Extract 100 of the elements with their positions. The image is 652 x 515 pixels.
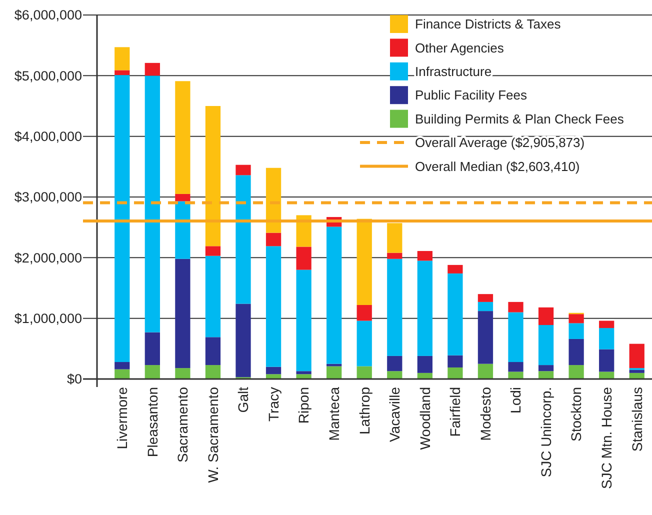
- x-tick-label: Ripon: [296, 387, 312, 424]
- bar: [266, 374, 282, 379]
- bar: [144, 76, 160, 332]
- bar: [205, 337, 221, 366]
- bar: [508, 312, 524, 362]
- bar: [568, 314, 584, 324]
- bar: [478, 302, 494, 312]
- x-tick-label: Pleasanton: [144, 387, 160, 458]
- bar: [356, 304, 372, 321]
- x-tick-label: Livermore: [114, 386, 130, 450]
- bar: [326, 366, 342, 379]
- x-tick-label: Galt: [235, 386, 252, 413]
- bar: [448, 355, 463, 368]
- bar: [568, 323, 584, 339]
- y-tick-label: $4,000,000: [14, 129, 82, 144]
- x-tick-label: Fairfield: [447, 387, 464, 437]
- bar: [326, 226, 342, 364]
- legend-label: Public Facility Fees: [415, 88, 528, 103]
- bar: [205, 106, 221, 246]
- bar: [387, 356, 402, 372]
- bar: [175, 201, 190, 259]
- bar: [175, 258, 190, 368]
- bar: [387, 371, 402, 379]
- x-tick-label: Tracy: [265, 387, 282, 422]
- y-tick-label: $2,000,000: [14, 250, 82, 266]
- bar: [114, 75, 130, 362]
- bar: [266, 246, 282, 367]
- bar: [508, 362, 524, 372]
- bar: [538, 365, 554, 372]
- bar: [296, 371, 312, 374]
- y-tick-label: $5,000,000: [14, 68, 82, 84]
- x-tick-label: Stanislaus: [628, 387, 645, 452]
- bar: [599, 349, 614, 372]
- bar: [236, 304, 251, 378]
- bar: [387, 252, 402, 259]
- x-tick-label: SJC Mtn. House: [598, 386, 614, 489]
- y-tick-label: $6,000,000: [14, 8, 82, 23]
- bar: [236, 175, 251, 304]
- bar: [236, 164, 251, 176]
- bar: [568, 338, 584, 366]
- bar: [296, 374, 312, 379]
- bar: [629, 370, 644, 373]
- y-tick-label: $1,000,000: [14, 311, 82, 326]
- bar: [508, 372, 524, 379]
- bar: [448, 367, 463, 379]
- bar: [599, 372, 614, 379]
- bar: [448, 264, 463, 274]
- bar: [266, 366, 282, 374]
- bar: [417, 372, 432, 379]
- x-tick-label: W. Sacramento: [204, 386, 221, 483]
- x-tick-label: Stockton: [568, 387, 584, 442]
- bar: [356, 320, 372, 366]
- bar: [175, 194, 190, 202]
- legend-label: Other Agencies: [415, 40, 504, 56]
- bar: [175, 81, 190, 194]
- bar: [417, 260, 432, 356]
- bar: [114, 369, 130, 379]
- bar: [417, 250, 432, 261]
- bar: [387, 258, 402, 356]
- bar: [387, 223, 402, 253]
- bar: [538, 325, 554, 366]
- x-tick-label: Woodland: [416, 387, 433, 450]
- bar: [205, 246, 221, 256]
- bar: [296, 215, 312, 247]
- y-tick-label: $3,000,000: [14, 190, 82, 205]
- bar: [629, 372, 644, 379]
- bar: [629, 344, 644, 368]
- bar: [356, 218, 372, 305]
- x-tick-label: Sacramento: [174, 386, 191, 462]
- legend-label: Overall Median ($2,603,410): [415, 158, 580, 174]
- bar: [478, 364, 494, 379]
- bar: [538, 371, 554, 379]
- bar: [205, 365, 221, 379]
- bar: [356, 366, 372, 379]
- bar: [114, 47, 130, 70]
- legend-label: Overall Average ($2,905,873): [415, 135, 585, 150]
- bar: [144, 365, 160, 379]
- bar: [599, 328, 614, 350]
- bar: [296, 246, 312, 270]
- bar: [478, 294, 494, 302]
- bar: [144, 62, 160, 76]
- bar: [266, 168, 282, 233]
- x-tick-label: SJC Unincorp.: [538, 387, 554, 478]
- bar: [448, 273, 463, 356]
- bar: [417, 356, 432, 373]
- legend-label: Infrastructure: [415, 64, 492, 79]
- bar: [114, 362, 130, 370]
- bar: [538, 307, 554, 326]
- bar: [568, 365, 584, 379]
- bar: [296, 270, 312, 372]
- x-tick-label: Lathrop: [356, 386, 372, 434]
- x-tick-label: Lodi: [508, 387, 524, 414]
- bar: [114, 70, 130, 76]
- y-tick-label: $0: [66, 372, 82, 387]
- bar: [144, 332, 160, 366]
- x-tick-label: Vacaville: [386, 386, 403, 442]
- x-tick-label: Modesto: [477, 386, 494, 441]
- bar: [478, 311, 494, 364]
- bar: [599, 320, 614, 328]
- bar: [326, 364, 342, 366]
